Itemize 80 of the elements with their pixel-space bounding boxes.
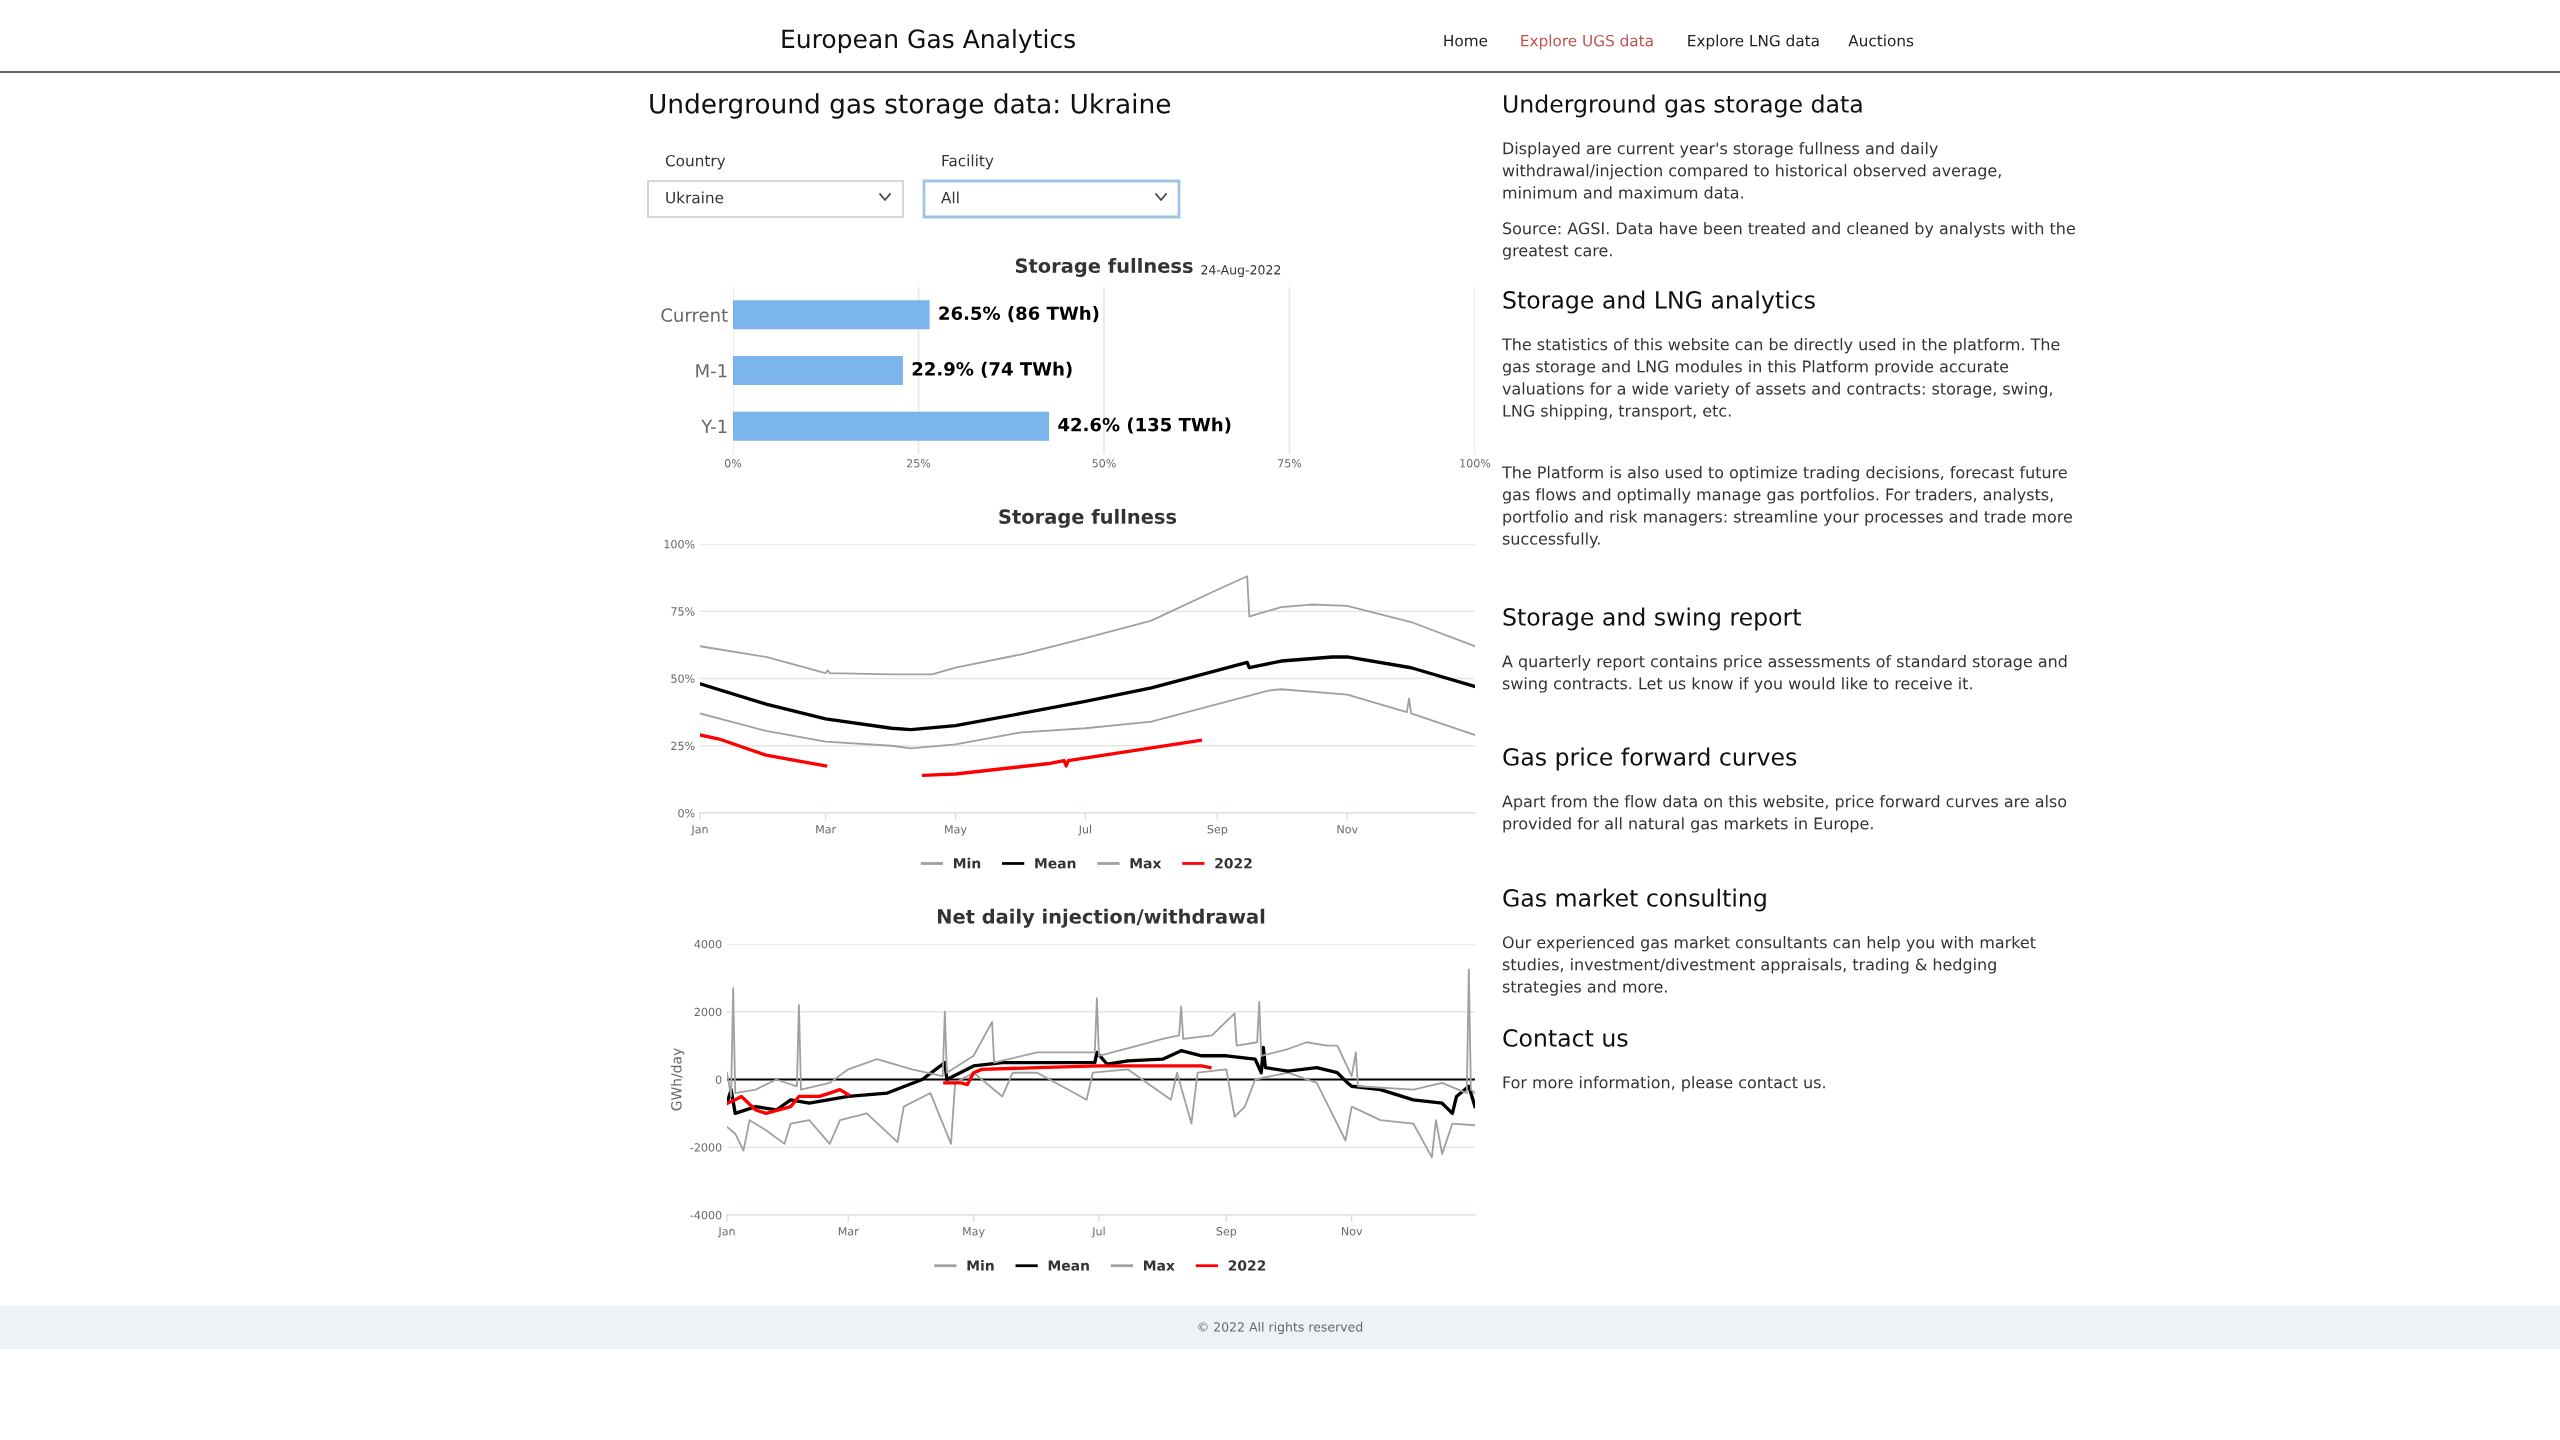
x-tick-label: Jan [717, 1227, 735, 1238]
legend-label: Min [954, 857, 981, 869]
y-tick-label: 100% [664, 539, 695, 549]
text: The Platform is also used to optimize trading decisions, forecast future gas flows and optimally manage gas portfolios. For traders, analysts, portfolio and risk managers: streamline your processes and trade more successfully. [1501, 466, 2072, 548]
x-tick-label: May [945, 825, 967, 836]
text: Displayed are current year's storage fullness and daily withdrawal/injection compared to historical observed average, minimum and maximum data. [1502, 142, 2001, 199]
x-tick-label: 25% [906, 459, 931, 468]
y-tick-label: 75% [671, 607, 695, 616]
source-note: Source: AGSI. Data have been treated and cleaned by analysts with the greatest care. [1502, 222, 2075, 260]
text: Explore LNG data [1688, 34, 1819, 50]
legend-label: 2022 [1215, 858, 1252, 869]
x-tick-label: Nov [1337, 825, 1358, 834]
legend-label: Mean [1035, 858, 1076, 869]
y-axis-title: GWh/day [670, 1048, 685, 1111]
text: © 2022 All rights reserved [1198, 1321, 1363, 1335]
bar [733, 300, 930, 330]
text: Contact us [1503, 1028, 1628, 1047]
x-tick-label: Nov [1341, 1227, 1363, 1236]
x-tick-label: Sep [1207, 825, 1228, 836]
legend-label: 2022 [1228, 1260, 1266, 1271]
text: Underground gas storage data [1504, 94, 1862, 118]
y-tick-label: 2000 [694, 1007, 722, 1017]
y-tick-label: 0% [678, 808, 695, 818]
data-label: 22.9% (74 TWh) [912, 361, 1072, 378]
legend-label: Min [967, 1260, 994, 1271]
y-tick-label: 0 [715, 1075, 722, 1084]
bar [733, 356, 903, 385]
legend-label: Max [1130, 858, 1162, 869]
data-label: 42.6% (135 TWh) [1058, 417, 1231, 434]
text: Gas price forward curves [1503, 747, 1797, 771]
x-tick-label: Jul [1091, 1226, 1105, 1238]
text: A quarterly report contains price assessments of standard storage and swing contracts. Let us know if you would like to receive it. [1502, 655, 2067, 693]
text: Explore UGS data [1521, 34, 1653, 50]
y-tick-label: -2000 [690, 1143, 722, 1152]
x-tick-label: Sep [1216, 1227, 1237, 1238]
x-tick-label: 75% [1278, 459, 1302, 468]
y-tick-label: -4000 [690, 1210, 722, 1220]
text: Storage and swing report [1503, 607, 1801, 631]
text: Gas market consulting [1503, 888, 1766, 912]
y-tick-label: 50% [671, 674, 695, 683]
text: Underground gas storage data: Ukraine [650, 93, 1171, 119]
text: Storage and LNG analytics [1503, 290, 1815, 314]
line-series [700, 655, 1475, 732]
text: All [941, 191, 959, 204]
text: Our experienced gas market consultants can help you with market studies, investment/divestment appraisals, trading & hedging strategies and more. [1502, 936, 2036, 996]
text: Country [665, 154, 726, 170]
text: The statistics of this website can be directly used in the platform. The gas storage and LNG modules in this Platform provide accurate valuations for a wide variety of assets and contracts: storage, swing, LNG shipping, transport, etc. [1501, 338, 2060, 420]
line-series [700, 575, 1475, 676]
line-series [727, 1045, 1475, 1116]
data-label: 26.5% (86 TWh) [939, 306, 1099, 323]
bar [733, 411, 1050, 441]
y-tick-label: 4000 [694, 939, 722, 949]
y-tick-label: Y-1 [701, 419, 727, 434]
y-tick-label: Current [661, 308, 728, 322]
text: Facility [942, 154, 994, 170]
x-tick-label: 100% [1460, 459, 1491, 468]
x-tick-label: 0% [724, 459, 742, 468]
line-series [727, 968, 1475, 1098]
chart-title: Net daily injection/withdrawal [937, 908, 1265, 928]
legend-label: Mean [1048, 1260, 1089, 1271]
text: Ukraine [666, 191, 724, 204]
y-tick-label: M-1 [696, 364, 727, 378]
x-tick-label: Mar [816, 825, 837, 834]
text: Apart from the flow data on this website, price forward curves are also provided for all natural gas markets in Europe. [1502, 795, 2067, 833]
text: Home [1444, 35, 1488, 47]
legend-label: Max [1144, 1260, 1175, 1271]
x-tick-label: Jul [1078, 824, 1092, 836]
x-tick-label: Mar [838, 1227, 859, 1236]
x-tick-label: Jan [690, 825, 708, 836]
x-tick-label: 50% [1092, 459, 1116, 468]
y-tick-label: 25% [671, 741, 695, 751]
chart-title: Storage fullness [999, 508, 1177, 528]
text: For more information, please contact us. [1503, 1076, 1825, 1092]
text: Auctions [1848, 34, 1914, 47]
chart-subtitle: 24-Aug-2022 [1201, 265, 1281, 277]
line-series [700, 688, 1475, 750]
x-tick-label: May [963, 1227, 985, 1238]
text: European Gas Analytics [782, 28, 1075, 54]
chart-title: Storage fullness [1015, 258, 1193, 277]
line-series [727, 1068, 1475, 1159]
